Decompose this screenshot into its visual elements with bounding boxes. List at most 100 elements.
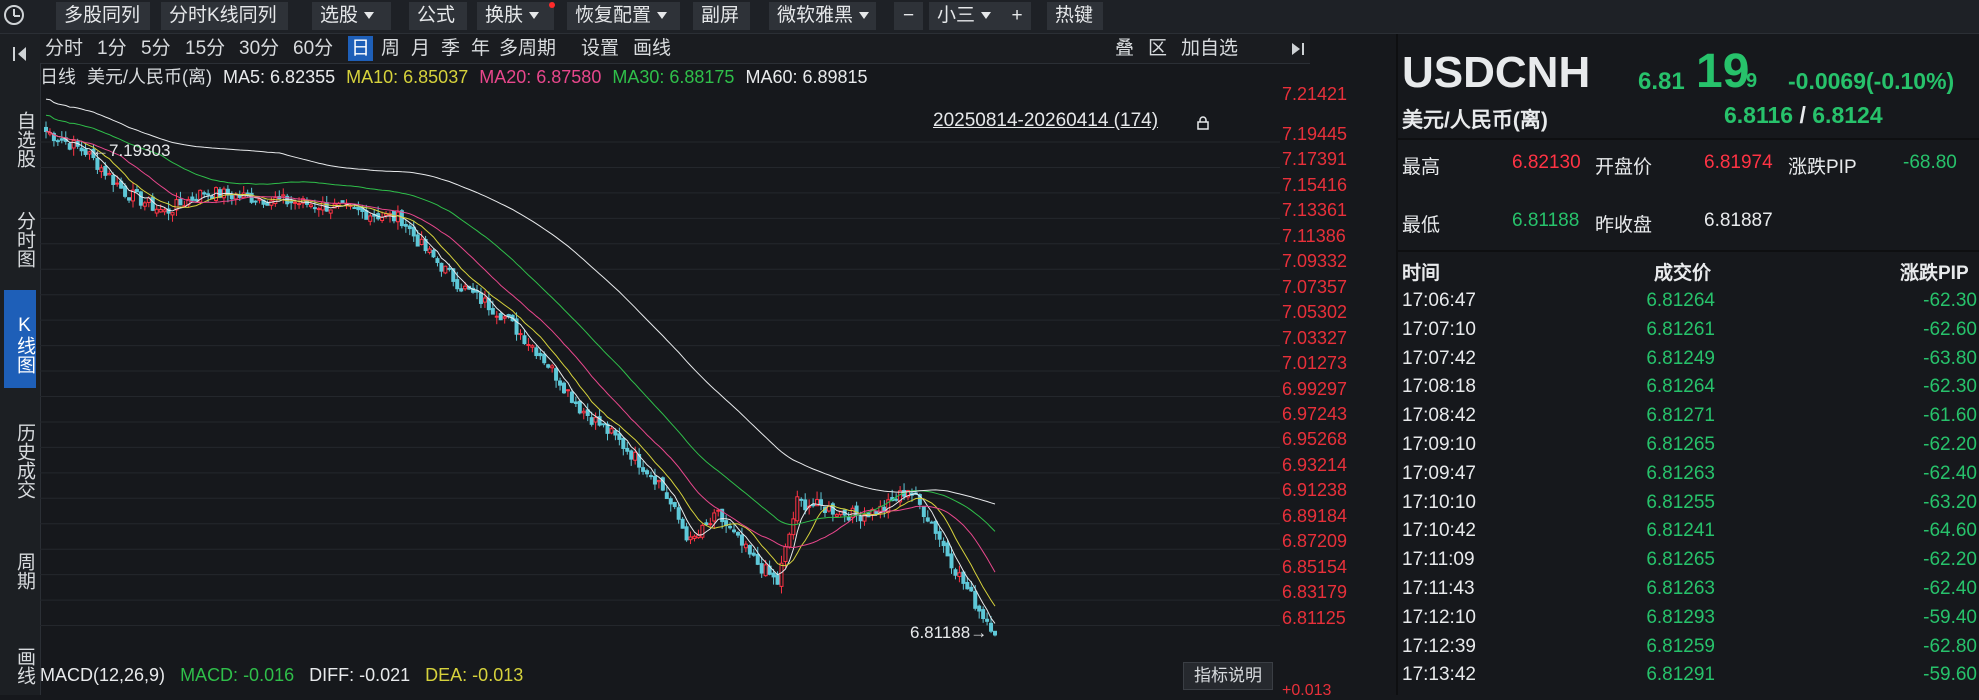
chart-tool-button[interactable]: 叠: [1115, 38, 1135, 59]
candle-body: [799, 498, 804, 501]
period-tab[interactable]: 30分: [239, 38, 280, 59]
candle-body: [862, 514, 867, 522]
candle-body: [316, 208, 321, 211]
sidebar-item[interactable]: 自选股: [14, 110, 35, 168]
tick-row[interactable]: 17:08:42 6.81271 -61.60: [1398, 405, 1979, 434]
sidebar-item[interactable]: 画线: [14, 647, 35, 685]
toolbar-button[interactable]: 选股: [312, 2, 391, 30]
candle-body: [656, 479, 661, 483]
tick-time: 17:11:43: [1402, 578, 1475, 599]
pip-value: -68.80: [1903, 152, 1957, 173]
candlestick-chart[interactable]: ←7.19303 6.81188→: [40, 90, 1280, 650]
toolbar-button[interactable]: 多股同列: [56, 2, 150, 30]
collapse-icon[interactable]: [10, 44, 30, 64]
candle-body: [403, 223, 408, 227]
date-range-link[interactable]: 20250814-20260414 (174): [933, 110, 1159, 131]
candle-body: [894, 498, 899, 501]
period-tab[interactable]: 月: [411, 38, 431, 59]
candle-body: [107, 173, 112, 176]
period-tab[interactable]: 分时: [45, 38, 84, 59]
sidebar-item[interactable]: 分时图: [14, 210, 35, 268]
tick-time: 17:06:47: [1402, 290, 1476, 311]
period-tab[interactable]: 15分: [185, 38, 226, 59]
clock-icon[interactable]: [4, 5, 24, 25]
candle-body: [538, 352, 543, 357]
tick-row[interactable]: 17:08:18 6.81264 -62.30: [1398, 376, 1979, 405]
expand-icon[interactable]: [1290, 40, 1308, 58]
toolbar-button[interactable]: 小三: [929, 2, 1003, 30]
open-value: 6.81974: [1704, 152, 1773, 173]
candle-body: [886, 499, 891, 514]
toolbar-button[interactable]: 分时K线同列: [161, 2, 288, 30]
period-tab[interactable]: 5分: [141, 38, 171, 59]
candle-body: [664, 492, 669, 500]
tick-row[interactable]: 17:07:42 6.81249 -63.80: [1398, 348, 1979, 377]
toolbar-button[interactable]: +: [1003, 2, 1031, 30]
toolbar-button[interactable]: −: [894, 2, 923, 30]
toolbar-button[interactable]: 恢复配置: [567, 2, 680, 30]
indicator-help-button[interactable]: 指标说明: [1183, 662, 1273, 690]
tick-row[interactable]: 17:10:42 6.81241 -64.60: [1398, 520, 1979, 549]
candle-body: [127, 197, 132, 201]
tick-row[interactable]: 17:07:10 6.81261 -62.60: [1398, 319, 1979, 348]
period-tab[interactable]: 画线: [633, 38, 672, 59]
candle-body: [898, 490, 903, 503]
candle-body: [134, 189, 139, 193]
candle-body: [577, 400, 582, 414]
tick-row[interactable]: 17:11:43 6.81263 -62.40: [1398, 578, 1979, 607]
candle-body: [981, 609, 986, 620]
period-tab[interactable]: 1分: [97, 38, 127, 59]
toolbar-button-label: 公式: [417, 5, 456, 26]
candle-body: [945, 542, 950, 557]
period-tab[interactable]: 季: [441, 38, 461, 59]
high-label: 最高: [1402, 157, 1441, 178]
price-axis-label: 7.21421: [1282, 84, 1348, 104]
candle-body: [965, 582, 970, 590]
sidebar-item[interactable]: 周期: [14, 552, 35, 590]
candle-body: [194, 198, 199, 202]
tick-pip: -63.80: [1923, 347, 1977, 369]
candle-body: [732, 529, 737, 533]
period-tab[interactable]: 年: [471, 38, 491, 59]
toolbar-button[interactable]: 公式: [409, 2, 467, 30]
sidebar-item[interactable]: K线图: [4, 290, 36, 388]
macd-axis-label: +0.013: [1282, 682, 1332, 699]
candle-body: [431, 249, 436, 258]
tick-row[interactable]: 17:09:10 6.81265 -62.20: [1398, 434, 1979, 463]
toolbar-button-label: 多股同列: [64, 5, 141, 26]
candle-body: [312, 207, 317, 210]
tick-row[interactable]: 17:13:42 6.81291 -59.60: [1398, 664, 1979, 693]
candle-body: [530, 345, 535, 348]
toolbar-button[interactable]: 副屏: [693, 2, 750, 30]
sidebar-item[interactable]: 历史成交: [14, 423, 35, 499]
period-tab[interactable]: 日: [348, 36, 374, 61]
tick-row[interactable]: 17:11:09 6.81265 -62.20: [1398, 549, 1979, 578]
lock-icon[interactable]: [1196, 116, 1210, 130]
tick-time: 17:12:10: [1402, 606, 1476, 628]
dropdown-arrow-icon: [981, 12, 992, 20]
chart-tool-button[interactable]: 区: [1148, 38, 1168, 59]
period-tab[interactable]: 多周期: [499, 38, 557, 59]
period-tab[interactable]: 60分: [293, 38, 334, 59]
candle-body: [668, 498, 673, 505]
price-axis-label: 7.19445: [1282, 124, 1348, 144]
tick-row[interactable]: 17:12:10 6.81293 -59.40: [1398, 607, 1979, 636]
panel-divider[interactable]: [1396, 34, 1398, 695]
candle-body: [83, 148, 88, 155]
candle-body: [550, 365, 555, 369]
chart-tool-button[interactable]: 加自选: [1181, 38, 1239, 59]
toolbar-button[interactable]: 微软雅黑: [769, 2, 876, 30]
toolbar-button[interactable]: 热键: [1047, 2, 1103, 30]
tick-row[interactable]: 17:06:47 6.81264 -62.30: [1398, 290, 1979, 319]
price-axis-label: 7.13361: [1282, 200, 1348, 221]
candle-body: [565, 389, 570, 392]
toolbar-button[interactable]: 换肤: [477, 2, 554, 30]
tick-row[interactable]: 17:12:39 6.81259 -62.80: [1398, 636, 1979, 665]
period-tab[interactable]: 设置: [581, 38, 620, 59]
candle-body: [739, 534, 744, 546]
tick-row[interactable]: 17:09:47 6.81263 -62.40: [1398, 463, 1979, 492]
price-axis-label: 6.93214: [1282, 454, 1348, 475]
tick-row[interactable]: 17:10:10 6.81255 -63.20: [1398, 492, 1979, 521]
period-tab[interactable]: 周: [381, 38, 401, 59]
candle-body: [225, 188, 230, 196]
